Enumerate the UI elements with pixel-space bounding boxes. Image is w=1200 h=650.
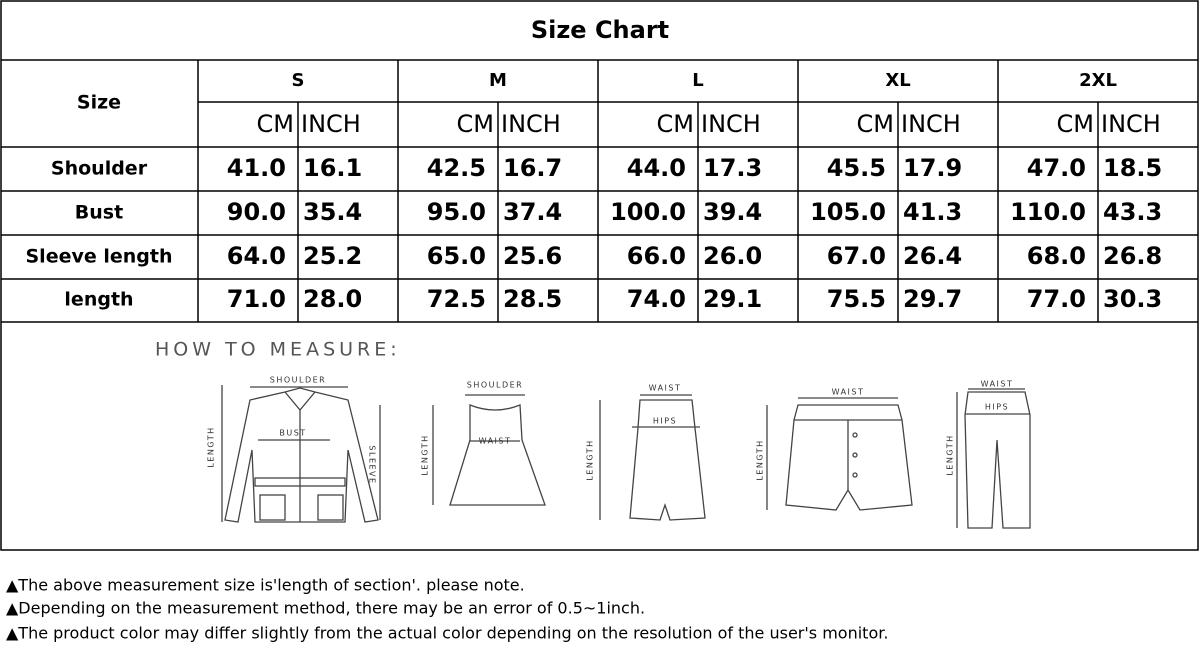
measure-label: LENGTH	[946, 434, 955, 475]
cell-value: 47.0	[1027, 154, 1086, 182]
cell-value: 18.5	[1103, 154, 1162, 182]
size-label: 2XL	[1079, 70, 1117, 91]
unit-label: CM	[657, 110, 694, 138]
cell-value: 29.1	[703, 285, 762, 313]
cell-value: 26.0	[703, 242, 762, 270]
unit-label: CM	[1057, 110, 1094, 138]
size-label: XL	[885, 70, 910, 91]
measure-label: WAIST	[649, 384, 682, 393]
cell-value: 100.0	[610, 198, 686, 226]
cell-value: 110.0	[1010, 198, 1086, 226]
cell-value: 28.0	[303, 285, 362, 313]
cell-value: 25.2	[303, 242, 362, 270]
measure-label: LENGTH	[207, 426, 216, 467]
cell-value: 37.4	[503, 198, 562, 226]
size-header: Size	[77, 92, 121, 114]
unit-label: INCH	[701, 110, 761, 138]
measure-label: SLEEVE	[368, 445, 377, 484]
cell-value: 95.0	[427, 198, 486, 226]
unit-label: CM	[857, 110, 894, 138]
cell-value: 105.0	[810, 198, 886, 226]
cell-value: 30.3	[1103, 285, 1162, 313]
cell-value: 74.0	[627, 285, 686, 313]
cell-value: 17.9	[903, 154, 962, 182]
cell-value: 29.7	[903, 285, 962, 313]
cell-value: 26.8	[1103, 242, 1162, 270]
cell-value: 16.1	[303, 154, 362, 182]
measure-label: BUST	[279, 429, 306, 438]
illustrations	[221, 385, 1031, 529]
cell-value: 28.5	[503, 285, 562, 313]
cell-value: 90.0	[227, 198, 286, 226]
cell-value: 66.0	[627, 242, 686, 270]
cell-value: 16.7	[503, 154, 562, 182]
row-label: length	[64, 289, 133, 311]
measure-label: LENGTH	[756, 439, 765, 480]
row-label: Bust	[75, 202, 123, 224]
cell-value: 41.3	[903, 198, 962, 226]
measure-label: SHOULDER	[467, 381, 523, 390]
cell-value: 71.0	[227, 285, 286, 313]
measure-label: HIPS	[985, 403, 1009, 412]
unit-label: INCH	[901, 110, 961, 138]
cell-value: 17.3	[703, 154, 762, 182]
measure-label: WAIST	[479, 437, 512, 446]
measure-label: LENGTH	[586, 439, 595, 480]
unit-label: INCH	[501, 110, 561, 138]
row-label: Shoulder	[51, 158, 148, 180]
note: ▲The product color may differ slightly f…	[6, 624, 888, 643]
unit-label: CM	[457, 110, 494, 138]
size-label: M	[489, 70, 507, 91]
row-label: Sleeve length	[26, 246, 173, 268]
cell-value: 64.0	[227, 242, 286, 270]
cell-value: 68.0	[1027, 242, 1086, 270]
cell-value: 39.4	[703, 198, 762, 226]
cell-value: 35.4	[303, 198, 362, 226]
cell-value: 72.5	[427, 285, 486, 313]
cell-value: 44.0	[627, 154, 686, 182]
unit-label: INCH	[301, 110, 361, 138]
size-label: L	[692, 70, 703, 91]
chart-title: Size Chart	[531, 16, 669, 44]
note: ▲The above measurement size is'length of…	[6, 576, 525, 595]
cell-value: 43.3	[1103, 198, 1162, 226]
size-label: S	[292, 70, 305, 91]
cell-value: 75.5	[827, 285, 886, 313]
cell-value: 45.5	[827, 154, 886, 182]
cell-value: 77.0	[1027, 285, 1086, 313]
cell-value: 42.5	[427, 154, 486, 182]
measure-label: WAIST	[981, 380, 1014, 389]
cell-value: 26.4	[903, 242, 962, 270]
measure-title: HOW TO MEASURE:	[155, 339, 401, 361]
measure-label: SHOULDER	[270, 376, 326, 385]
measure-label: HIPS	[653, 417, 677, 426]
note: ▲Depending on the measurement method, th…	[6, 599, 645, 618]
cell-value: 41.0	[227, 154, 286, 182]
cell-value: 25.6	[503, 242, 562, 270]
measure-label: LENGTH	[421, 434, 430, 475]
unit-label: CM	[257, 110, 294, 138]
measure-label: WAIST	[832, 388, 865, 397]
table-grid	[0, 0, 1199, 551]
cell-value: 65.0	[427, 242, 486, 270]
unit-label: INCH	[1101, 110, 1161, 138]
cell-value: 67.0	[827, 242, 886, 270]
